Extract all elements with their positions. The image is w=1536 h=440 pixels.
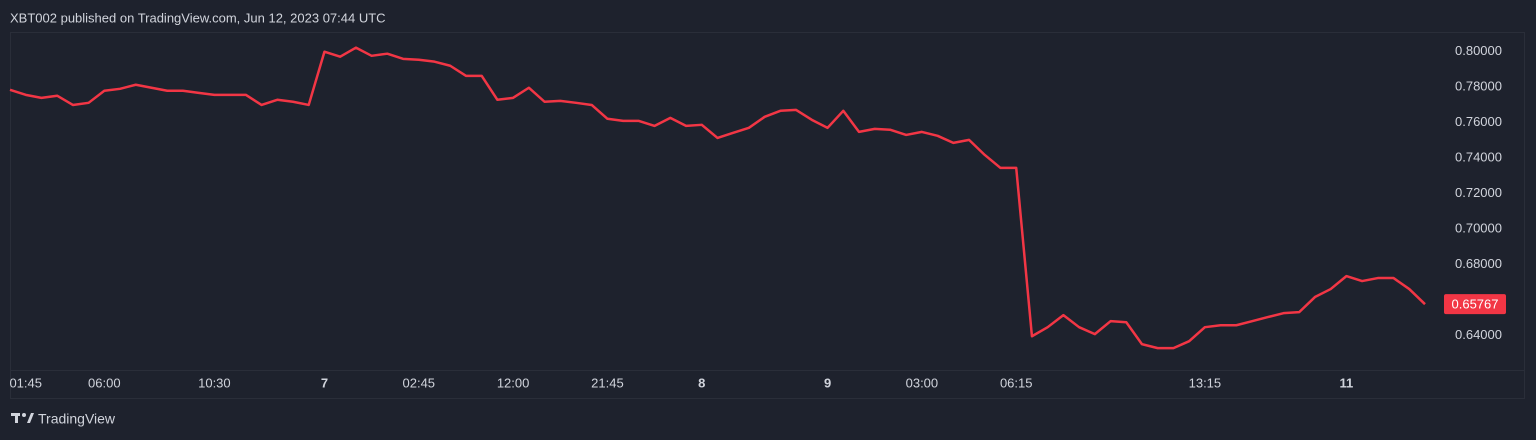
- y-tick-label: 0.70000: [1455, 221, 1502, 236]
- x-tick-label: 9: [824, 375, 831, 390]
- x-tick-label: 03:00: [906, 375, 939, 390]
- watermark-logo: [11, 413, 34, 423]
- price-line: [9, 46, 1426, 350]
- last-price-box: [1444, 294, 1506, 315]
- chart-title: XBT002 published on TradingView.com, Jun…: [10, 10, 386, 25]
- x-tick-label: 12:00: [497, 375, 530, 390]
- y-tick-label: 0.64000: [1455, 327, 1502, 342]
- x-tick-label: 13:15: [1189, 375, 1222, 390]
- chart-frame: [10, 32, 1525, 399]
- x-tick-label: 06:00: [88, 375, 121, 390]
- y-tick-label: 0.78000: [1455, 79, 1502, 94]
- x-tick-label: 06:15: [1000, 375, 1033, 390]
- x-tick-label: 7: [321, 375, 328, 390]
- watermark: TradingView: [38, 411, 116, 427]
- x-tick-label: 02:45: [403, 375, 436, 390]
- y-tick-label: 0.80000: [1455, 43, 1502, 58]
- x-tick-label: 8: [698, 375, 705, 390]
- x-tick-label: 01:45: [9, 375, 42, 390]
- x-tick-label: 10:30: [198, 375, 231, 390]
- last-price-label: 0.65767: [1452, 297, 1499, 312]
- x-tick-label: 21:45: [591, 375, 624, 390]
- y-tick-label: 0.68000: [1455, 256, 1502, 271]
- y-tick-label: 0.72000: [1455, 185, 1502, 200]
- y-tick-label: 0.76000: [1455, 114, 1502, 129]
- y-tick-label: 0.74000: [1455, 150, 1502, 165]
- x-tick-label: 11: [1340, 375, 1354, 390]
